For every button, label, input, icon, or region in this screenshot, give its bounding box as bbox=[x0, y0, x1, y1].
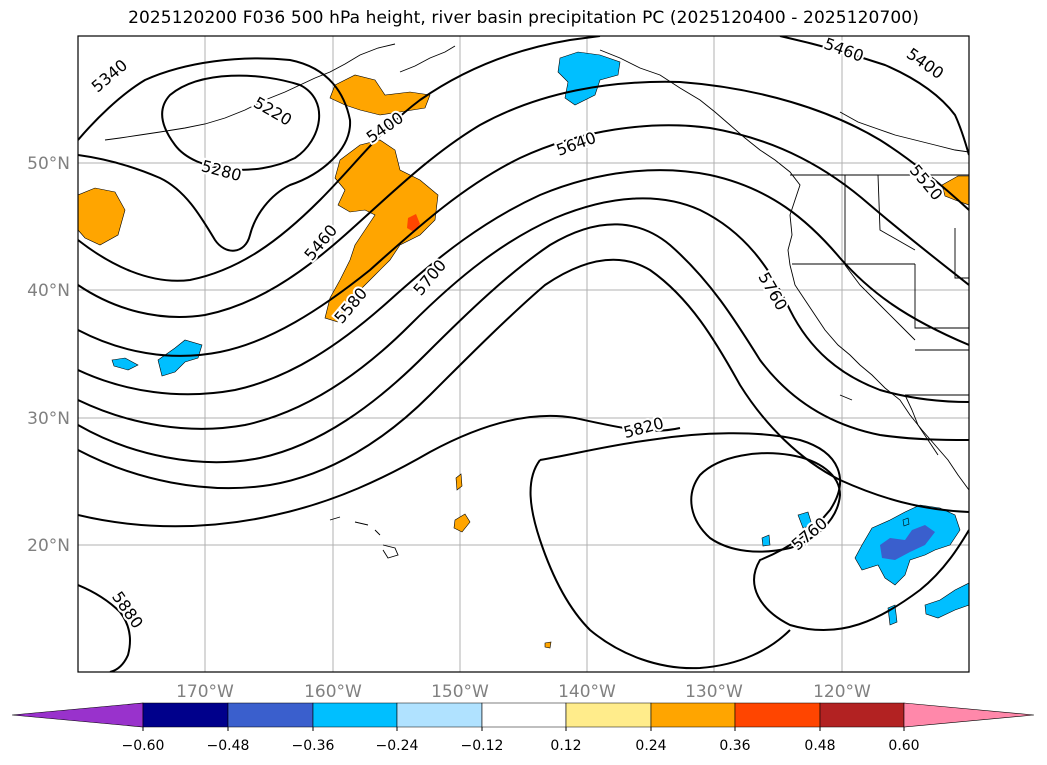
negative-anomaly-area bbox=[902, 517, 910, 527]
colorbar-segment bbox=[396, 702, 483, 728]
contour-line bbox=[78, 80, 969, 318]
negative-anomaly-area bbox=[797, 511, 813, 529]
contour-line bbox=[78, 223, 969, 464]
colorbar-segment bbox=[312, 702, 398, 728]
negative-anomaly-area bbox=[111, 357, 139, 371]
contour-line bbox=[161, 74, 321, 171]
contour-line bbox=[78, 414, 681, 528]
colorbar-tick-label: −0.12 bbox=[461, 738, 504, 754]
positive-anomaly-area bbox=[455, 473, 463, 491]
contour-line bbox=[690, 452, 842, 553]
colorbar-tick-label: 0.24 bbox=[635, 738, 666, 754]
colorbar-tick-label: 0.12 bbox=[550, 738, 581, 754]
colorbar-tick-label: −0.24 bbox=[376, 738, 419, 754]
lat-label: 50°N bbox=[27, 154, 70, 174]
coastlines bbox=[104, 43, 969, 559]
contour-line bbox=[78, 36, 601, 282]
precip-fills bbox=[78, 51, 969, 649]
negative-anomaly-area bbox=[761, 534, 771, 547]
contour-line bbox=[78, 258, 969, 513]
lat-labels: 50°N 40°N 30°N 20°N bbox=[27, 154, 70, 556]
positive-anomaly-area bbox=[941, 175, 969, 206]
colorbar-ticks: −0.60 −0.48 −0.36 −0.24 −0.12 0.12 0.24 0.36 0.4… bbox=[122, 727, 920, 754]
negative-anomaly-area bbox=[924, 582, 969, 619]
colorbar-tick-label: 0.36 bbox=[719, 738, 750, 754]
colorbar: −0.60 −0.48 −0.36 −0.24 −0.12 0.12 0.24 0.36 0.4… bbox=[11, 702, 1035, 754]
lon-label: 140°W bbox=[558, 682, 616, 702]
negative-anomaly-area bbox=[157, 339, 203, 377]
colorbar-segment bbox=[650, 702, 736, 728]
colorbar-segment bbox=[903, 702, 1035, 728]
lon-label: 170°W bbox=[176, 682, 234, 702]
positive-anomaly-area bbox=[324, 139, 439, 323]
positive-anomaly-area bbox=[453, 513, 471, 533]
lat-label: 30°N bbox=[27, 409, 70, 429]
colorbar-tick-label: −0.60 bbox=[122, 738, 165, 754]
positive-anomaly-area bbox=[544, 641, 552, 649]
contour-line bbox=[539, 432, 969, 632]
colorbar-segment bbox=[565, 702, 652, 728]
contour-line bbox=[529, 459, 791, 670]
colorbar-segment bbox=[11, 702, 144, 728]
colorbar-segment bbox=[227, 702, 314, 728]
lon-labels: 170°W 160°W 150°W 140°W 130°W 120°W bbox=[176, 682, 871, 702]
colorbar-segment bbox=[819, 702, 905, 728]
colorbar-tick-label: −0.48 bbox=[207, 738, 250, 754]
lon-label: 120°W bbox=[813, 682, 871, 702]
lon-label: 130°W bbox=[685, 682, 743, 702]
colorbar-segments bbox=[11, 702, 1035, 728]
height-contours bbox=[78, 36, 969, 672]
negative-max-area bbox=[880, 525, 935, 560]
lon-label: 150°W bbox=[431, 682, 489, 702]
positive-max-area bbox=[407, 214, 420, 232]
colorbar-tick-label: −0.36 bbox=[292, 738, 335, 754]
positive-anomaly-area bbox=[78, 187, 126, 246]
lon-label: 160°W bbox=[304, 682, 362, 702]
contour-line bbox=[78, 197, 969, 430]
lat-label: 20°N bbox=[27, 536, 70, 556]
map-frame bbox=[77, 35, 970, 673]
colorbar-segment bbox=[481, 702, 567, 728]
map-title: 2025120200 F036 500 hPa height, river ba… bbox=[128, 8, 919, 28]
contour-line bbox=[78, 169, 969, 396]
contour-line bbox=[78, 584, 131, 672]
colorbar-segment bbox=[734, 702, 821, 728]
colorbar-tick-label: 0.60 bbox=[888, 738, 919, 754]
lat-label: 40°N bbox=[27, 281, 70, 301]
colorbar-segment bbox=[142, 702, 229, 728]
contour-line bbox=[779, 36, 969, 156]
colorbar-tick-label: 0.48 bbox=[804, 738, 835, 754]
contour-line bbox=[78, 57, 352, 252]
contour-line bbox=[78, 124, 969, 357]
